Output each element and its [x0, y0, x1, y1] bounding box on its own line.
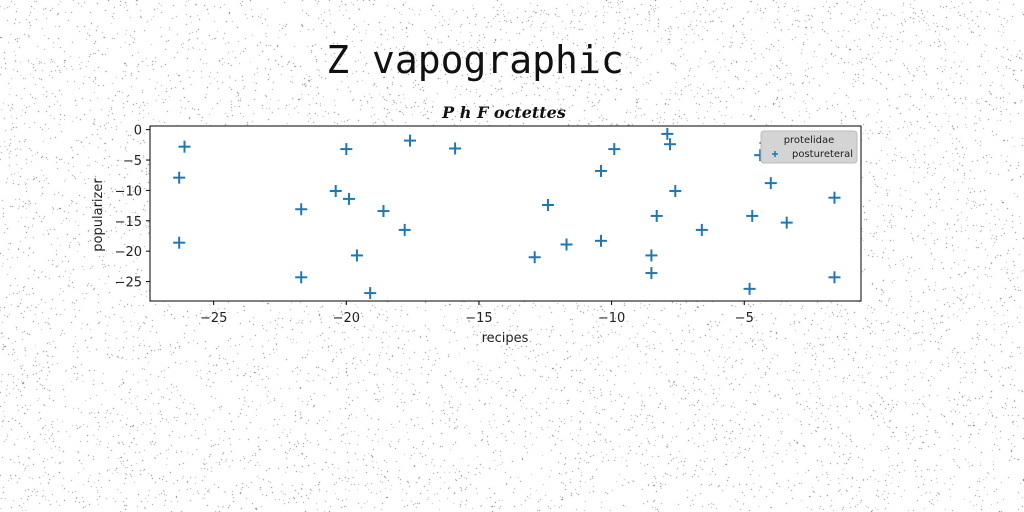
- data-point: [828, 271, 841, 284]
- x-axis-label: recipes: [482, 331, 529, 346]
- legend-label-postureteral: postureteral: [792, 149, 853, 160]
- data-point: [645, 267, 658, 280]
- data-point: [173, 171, 186, 184]
- legend-marker-postureteral: [772, 151, 778, 157]
- data-point: [403, 134, 416, 147]
- data-point: [449, 142, 462, 155]
- data-point: [650, 209, 663, 222]
- data-point: [828, 191, 841, 204]
- data-point: [528, 251, 541, 264]
- y-tick-label: −10: [115, 184, 142, 199]
- data-point: [695, 223, 708, 236]
- data-point: [178, 140, 191, 153]
- legend-title: protelidae: [784, 135, 835, 146]
- y-tick-label: −5: [123, 154, 142, 169]
- data-point: [295, 203, 308, 216]
- legend-box: [760, 130, 858, 164]
- data-point: [364, 287, 377, 300]
- data-point: [295, 271, 308, 284]
- y-tick-label: −15: [115, 215, 142, 230]
- figure-suptitle: Z vapographic: [326, 38, 624, 82]
- y-tick-label: 0: [134, 124, 142, 139]
- legend: protelidae postureteral: [760, 130, 858, 164]
- data-point: [608, 143, 621, 156]
- y-tick-label: −20: [115, 245, 142, 260]
- data-point: [663, 138, 676, 151]
- x-tick-label: −20: [333, 311, 360, 326]
- data-point: [173, 236, 186, 249]
- data-point: [661, 127, 674, 140]
- data-point: [746, 209, 759, 222]
- data-point: [645, 249, 658, 262]
- data-point: [560, 238, 573, 251]
- data-point: [350, 249, 363, 262]
- plot-area: [149, 125, 862, 302]
- x-tick-label: −5: [735, 311, 754, 326]
- data-point: [342, 192, 355, 205]
- x-tick-label: −25: [200, 311, 227, 326]
- chart-title: P h F octettes: [441, 103, 566, 122]
- data-point: [595, 234, 608, 247]
- data-point: [398, 223, 411, 236]
- data-point: [340, 143, 353, 156]
- data-point: [377, 205, 390, 218]
- data-point: [541, 198, 554, 211]
- data-point: [595, 164, 608, 177]
- x-tick-label: −15: [465, 311, 492, 326]
- data-point: [780, 216, 793, 229]
- y-axis-label: popularizer: [91, 178, 106, 252]
- data-point: [764, 177, 777, 190]
- y-tick-label: −25: [115, 276, 142, 291]
- data-point: [669, 185, 682, 198]
- data-point: [329, 185, 342, 198]
- data-point: [743, 282, 756, 295]
- x-tick-label: −10: [598, 311, 625, 326]
